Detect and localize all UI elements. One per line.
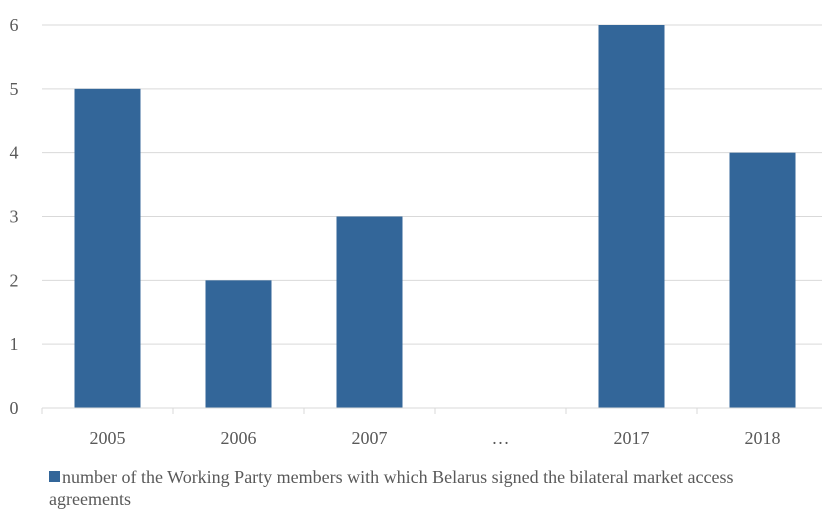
x-axis-ticks: 2005 2006 2007 … 2017 2018 bbox=[90, 428, 781, 448]
x-tick-label: 2007 bbox=[352, 428, 388, 448]
y-tick-label: 3 bbox=[10, 207, 19, 227]
y-tick-label: 4 bbox=[10, 143, 19, 163]
y-tick-label: 1 bbox=[10, 334, 19, 354]
bar bbox=[75, 89, 141, 408]
gridlines bbox=[42, 25, 822, 344]
x-axis bbox=[42, 408, 822, 414]
y-tick-label: 6 bbox=[10, 15, 19, 35]
bar-chart: 0 1 2 3 4 5 6 2005 2006 2007 … 2017 2018 bbox=[0, 0, 822, 460]
bar bbox=[337, 217, 403, 409]
bar bbox=[730, 153, 796, 408]
legend: number of the Working Party members with… bbox=[49, 466, 769, 510]
y-axis-ticks: 0 1 2 3 4 5 6 bbox=[10, 15, 19, 418]
legend-swatch bbox=[49, 471, 60, 482]
y-tick-label: 5 bbox=[10, 79, 19, 99]
x-tick-label: 2017 bbox=[614, 428, 650, 448]
x-tick-label: 2005 bbox=[90, 428, 126, 448]
x-tick-label: 2006 bbox=[221, 428, 257, 448]
y-tick-label: 2 bbox=[10, 270, 19, 290]
legend-label: number of the Working Party members with… bbox=[49, 467, 734, 509]
y-tick-label: 0 bbox=[10, 398, 19, 418]
bar bbox=[206, 280, 272, 408]
x-tick-label: … bbox=[492, 428, 510, 448]
x-tick-label: 2018 bbox=[745, 428, 781, 448]
bar bbox=[599, 25, 665, 408]
